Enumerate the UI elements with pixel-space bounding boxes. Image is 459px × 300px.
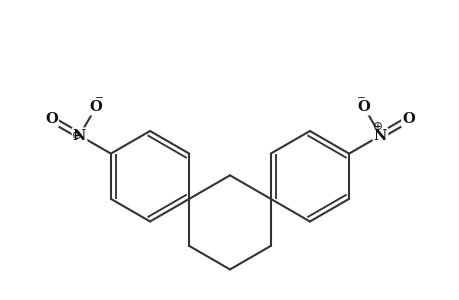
Text: ⊕: ⊕ — [372, 120, 382, 133]
Text: O: O — [402, 112, 414, 126]
Text: O: O — [357, 100, 370, 114]
Text: O: O — [89, 100, 102, 114]
Text: −: − — [95, 93, 103, 103]
Text: −: − — [356, 93, 364, 103]
Text: N: N — [373, 128, 386, 142]
Text: O: O — [45, 112, 57, 126]
Text: ⊕: ⊕ — [72, 129, 82, 142]
Text: N: N — [73, 128, 86, 142]
